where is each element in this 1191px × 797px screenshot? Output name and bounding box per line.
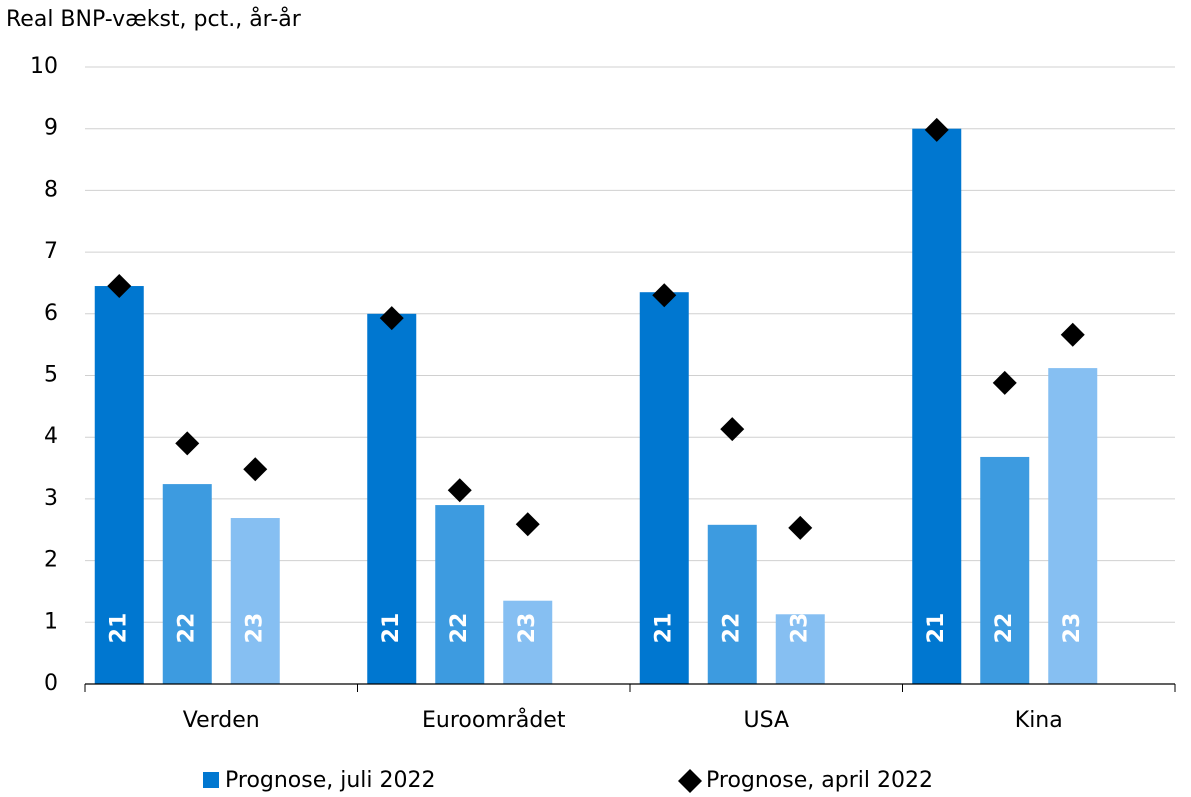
y-tick-label: 4: [44, 424, 58, 449]
y-tick-label: 1: [44, 609, 58, 634]
bar: [94, 286, 144, 684]
bar: [1048, 368, 1098, 684]
bar: [435, 505, 485, 684]
diamond-marker: [175, 431, 200, 456]
bar: [503, 600, 553, 684]
diamond-marker: [515, 512, 540, 537]
bar: [367, 313, 417, 684]
legend-swatch: [678, 769, 702, 793]
x-tick-label: Euroområdet: [422, 707, 566, 733]
bar-label: 21: [106, 613, 131, 644]
y-tick-label: 5: [44, 363, 58, 388]
bar-label: 21: [651, 613, 676, 644]
chart-title: Real BNP-vækst, pct., år-år: [6, 6, 302, 32]
bar: [162, 484, 212, 684]
bar-label: 23: [1060, 613, 1085, 644]
y-tick-label: 7: [44, 239, 58, 264]
bar-label: 22: [992, 613, 1017, 644]
bar-label: 21: [379, 613, 404, 644]
x-tick-label: Verden: [183, 708, 260, 733]
y-tick-label: 6: [44, 301, 58, 326]
y-tick-label: 2: [44, 548, 58, 573]
diamond-marker: [788, 515, 813, 540]
diamond-marker: [379, 306, 404, 331]
diamond-marker: [243, 457, 268, 482]
x-tick-label: Kina: [1015, 708, 1063, 733]
bar-label: 23: [515, 613, 540, 644]
bar: [707, 524, 757, 684]
bar: [775, 614, 825, 684]
diamond-marker: [992, 370, 1017, 395]
bar-label: 22: [447, 613, 472, 644]
diamond-marker: [447, 478, 472, 503]
y-tick-label: 8: [44, 177, 58, 202]
legend-swatch: [203, 772, 219, 788]
legend-label: Prognose, april 2022: [706, 768, 933, 793]
bar-label: 22: [174, 613, 199, 644]
bar-label: 21: [924, 613, 949, 644]
y-tick-label: 9: [44, 116, 58, 141]
y-tick-label: 0: [44, 671, 58, 696]
bar-label: 22: [719, 613, 744, 644]
diamond-marker: [1060, 322, 1085, 347]
diamond-marker: [924, 117, 949, 142]
bar: [980, 456, 1030, 684]
x-tick-label: USA: [743, 708, 789, 733]
diamond-marker: [720, 417, 745, 442]
diamond-marker: [652, 283, 677, 308]
bar: [230, 518, 280, 684]
bar: [639, 292, 689, 684]
bar-label: 23: [787, 613, 812, 644]
bar: [912, 128, 962, 684]
bar-label: 23: [242, 613, 267, 644]
diamond-marker: [107, 274, 132, 299]
y-tick-label: 3: [44, 486, 58, 511]
y-tick-label: 10: [30, 54, 58, 79]
legend-label: Prognose, juli 2022: [225, 768, 436, 793]
